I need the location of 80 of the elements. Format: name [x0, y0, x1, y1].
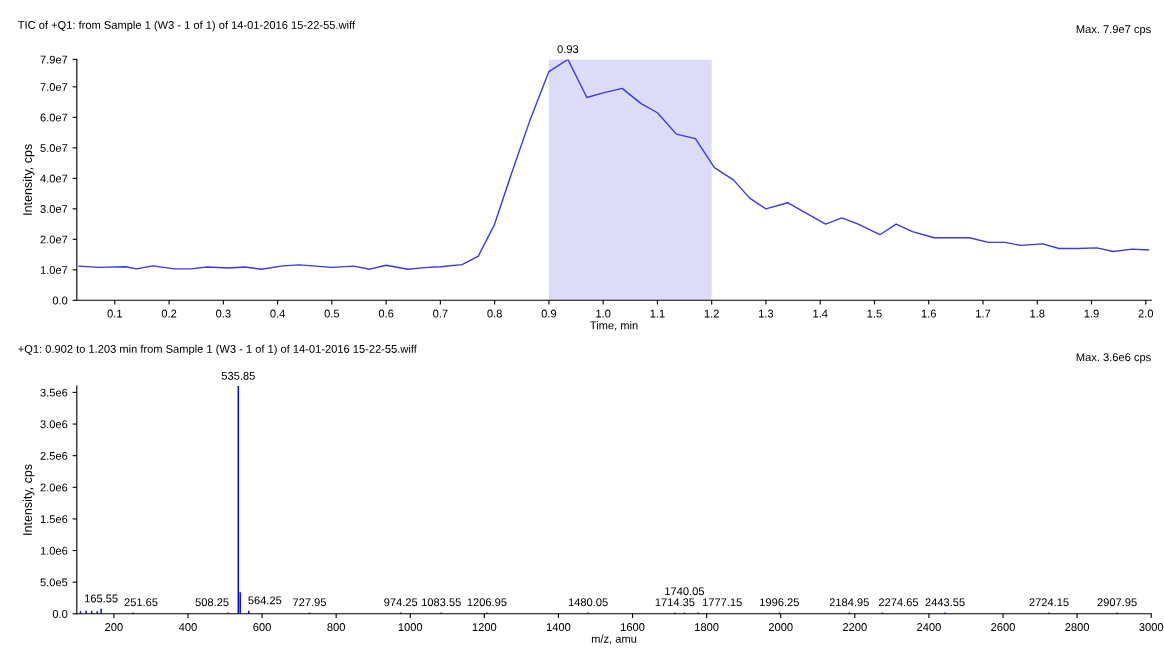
annotation: 727.95 [293, 598, 326, 607]
annotation: 251.65 [124, 598, 158, 607]
y-tick-label: 7.9e7 [40, 55, 68, 64]
x-tick-label: 2.0 [1138, 309, 1154, 318]
x-tick-label: 1.9 [1084, 309, 1099, 318]
annotation: 2274.65 [878, 598, 919, 607]
x-tick-label: 0.1 [107, 309, 122, 318]
y-tick-label: 1.5e6 [40, 515, 68, 524]
x-tick-label: 1200 [472, 623, 497, 631]
text: Max. 3.6e6 cps [1076, 353, 1151, 364]
y-tick-label: 6.0e7 [40, 113, 68, 122]
x-tick-label: 2800 [1065, 623, 1090, 631]
x-tick-label: 1.6 [921, 309, 936, 318]
x-tick-label: 1.4 [813, 309, 828, 318]
x-tick-label: 1.5 [867, 309, 882, 318]
x-tick-label: 0.8 [487, 309, 502, 318]
y-tick-label: 2.5e6 [40, 451, 68, 460]
chart-title: TIC of +Q1: from Sample 1 (W3 - 1 of 1) of 14-01-2016 15-22-55.wiff [17, 20, 356, 32]
y-tick-label: 3.0e6 [40, 420, 68, 429]
x-tick-label: 1800 [695, 623, 719, 631]
x-tick-label: 1.0 [596, 309, 611, 318]
y-tick-label: 4.0e7 [40, 174, 68, 183]
y-tick-label: 5.0e7 [40, 144, 68, 152]
x-tick-label: 0.9 [541, 309, 557, 318]
x-tick-label: 0.4 [270, 309, 285, 318]
x-tick-label: 1.1 [650, 309, 665, 318]
annotation: 564.25 [248, 596, 282, 605]
x-tick-label: 800 [327, 623, 345, 631]
x-tick-label: 0.5 [324, 309, 340, 318]
annotation: 535.85 [221, 371, 255, 380]
annotation: 508.25 [195, 598, 229, 607]
text: Max. 7.9e7 cps [1076, 25, 1151, 36]
annotation: 1777.15 [702, 598, 742, 607]
y-tick-label: 0.0 [52, 610, 68, 618]
x-tick-label: 3000 [1139, 623, 1164, 631]
y-tick-label: 2.0e7 [40, 235, 68, 244]
x-axis-title: m/z, amu [591, 634, 637, 645]
annotation: 1714.35 [655, 598, 695, 607]
x-tick-label: 1600 [621, 623, 645, 631]
y-tick-label: 1.0e7 [40, 266, 68, 274]
y-tick-label: 0.0 [52, 296, 68, 305]
y-tick-label: 2.0e6 [40, 483, 68, 492]
annotation: 1083.55 [421, 598, 461, 607]
y-tick-label: 5.0e5 [40, 578, 68, 587]
y-axis-title: Intensity, cps [22, 464, 35, 535]
annotation: 1996.25 [760, 598, 799, 607]
x-tick-label: 1.2 [704, 309, 719, 318]
x-tick-label: 400 [178, 623, 197, 631]
x-tick-label: 2000 [768, 623, 793, 631]
annotation: 2184.95 [829, 598, 869, 607]
x-tick-label: 600 [253, 623, 271, 631]
annotation: 1740.05 [665, 587, 705, 596]
x-tick-label: 1.7 [976, 309, 991, 318]
y-tick-label: 3.0e7 [40, 205, 68, 213]
annotation: 1480.05 [568, 598, 608, 607]
annotation: 165.55 [84, 594, 118, 603]
y-tick-label: 7.0e7 [40, 83, 68, 91]
annotation: 974.25 [384, 598, 418, 607]
x-tick-label: 200 [105, 623, 123, 631]
x-tick-label: 2600 [991, 623, 1015, 631]
x-tick-label: 1400 [546, 623, 571, 631]
x-tick-label: 0.2 [161, 309, 177, 318]
x-tick-label: 1.3 [759, 309, 774, 318]
y-tick-label: 1.0e6 [40, 546, 68, 555]
x-tick-label: 0.6 [378, 309, 394, 318]
x-tick-label: 1000 [398, 623, 423, 631]
x-tick-label: 0.3 [216, 309, 231, 318]
chart-title: +Q1: 0.902 to 1.203 min from Sample 1 (W3 - 1 of 1) of 14-01-2016 15-22-55.wiff [18, 344, 417, 356]
x-axis-title: Time, min [590, 321, 638, 331]
x-tick-label: 2400 [917, 623, 941, 631]
annotation: 2724.15 [1029, 598, 1069, 607]
y-tick-label: 3.5e6 [40, 388, 68, 397]
x-tick-label: 0.7 [433, 309, 448, 318]
annotation: 1206.95 [467, 598, 507, 607]
y-axis-title: Intensity, cps [22, 144, 35, 215]
x-tick-label: 2200 [843, 623, 867, 631]
annotation: 2443.55 [925, 598, 965, 607]
annotation: 2907.95 [1097, 598, 1137, 607]
x-tick-label: 1.8 [1030, 309, 1045, 318]
annotation: 0.93 [557, 45, 579, 54]
